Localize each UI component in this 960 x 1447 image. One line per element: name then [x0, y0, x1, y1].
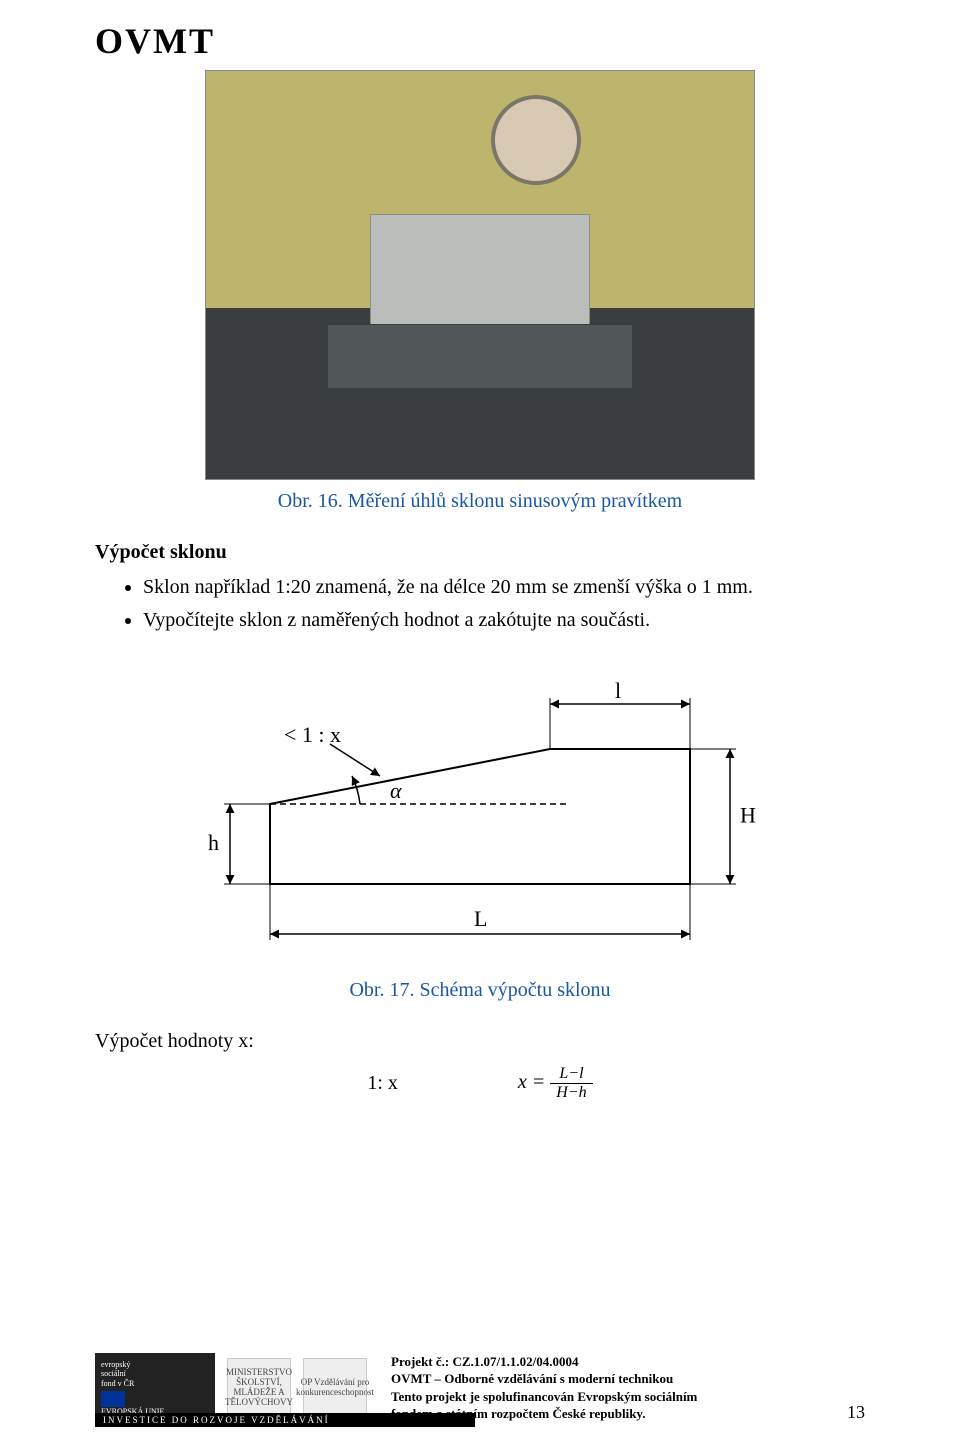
- page-footer: evropský sociální fond v ČR EVROPSKÁ UNI…: [95, 1353, 865, 1423]
- figure-17-caption: Obr. 17. Schéma výpočtu sklonu: [95, 979, 865, 1002]
- formula-lhs: x =: [518, 1071, 545, 1093]
- formula-row: 1: x x = L−l H−h: [95, 1065, 865, 1102]
- ratio-text: 1: x: [367, 1072, 398, 1095]
- eu-flag-icon: [101, 1391, 125, 1407]
- section-heading: Výpočet sklonu: [95, 541, 865, 564]
- formula-numerator: L−l: [550, 1065, 592, 1084]
- bullet-item: Vypočítejte sklon z naměřených hodnot a …: [143, 607, 865, 634]
- svg-text:H: H: [740, 803, 756, 828]
- svg-text:α: α: [390, 778, 402, 803]
- footer-bar: INVESTICE DO ROZVOJE VZDĚLÁVÁNÍ: [95, 1413, 475, 1427]
- bullet-item: Sklon například 1:20 znamená, že na délc…: [143, 574, 865, 601]
- svg-text:< 1 : x: < 1 : x: [284, 722, 341, 747]
- msmt-logo: MINISTERSTVO ŠKOLSTVÍ, MLÁDEŽE A TĚLOVÝC…: [227, 1358, 291, 1418]
- header-logo: OVMT: [95, 20, 865, 62]
- calc-label: Výpočet hodnoty x:: [95, 1030, 865, 1053]
- svg-text:h: h: [208, 830, 219, 855]
- svg-text:l: l: [615, 678, 621, 703]
- formula: x = L−l H−h: [518, 1065, 593, 1102]
- bullet-list: Sklon například 1:20 znamená, že na délc…: [143, 574, 865, 634]
- page-number: 13: [847, 1402, 865, 1423]
- formula-denominator: H−h: [550, 1084, 592, 1102]
- svg-text:L: L: [474, 906, 487, 931]
- figure-16-caption: Obr. 16. Měření úhlů sklonu sinusovým pr…: [95, 490, 865, 513]
- figure-17-diagram: α < 1 : x l Lh H: [200, 674, 760, 969]
- opvk-logo: OP Vzdělávání pro konkurenceschopnost: [303, 1358, 367, 1418]
- figure-16-photo: [205, 70, 755, 480]
